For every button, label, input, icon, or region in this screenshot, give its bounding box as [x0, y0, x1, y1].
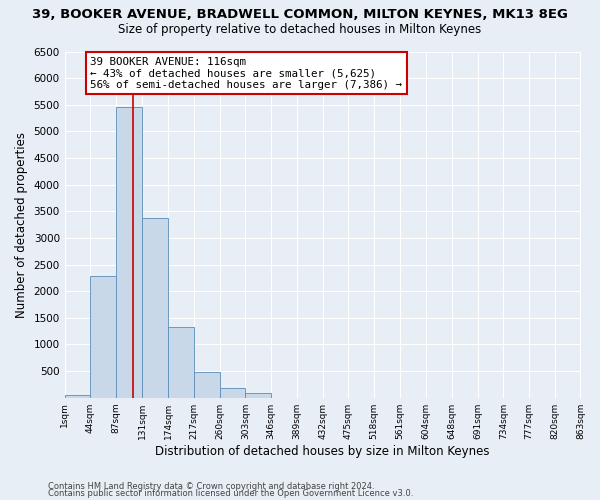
Text: Contains HM Land Registry data © Crown copyright and database right 2024.: Contains HM Land Registry data © Crown c… [48, 482, 374, 491]
Bar [91, 276, 116, 398]
Text: 39, BOOKER AVENUE, BRADWELL COMMON, MILTON KEYNES, MK13 8EG: 39, BOOKER AVENUE, BRADWELL COMMON, MILT… [32, 8, 568, 20]
Bar [194, 372, 220, 398]
Y-axis label: Number of detached properties: Number of detached properties [15, 132, 28, 318]
Bar [65, 394, 91, 398]
X-axis label: Distribution of detached houses by size in Milton Keynes: Distribution of detached houses by size … [155, 444, 490, 458]
Bar [142, 218, 168, 398]
Bar [245, 394, 271, 398]
Text: Contains public sector information licensed under the Open Government Licence v3: Contains public sector information licen… [48, 488, 413, 498]
Text: Size of property relative to detached houses in Milton Keynes: Size of property relative to detached ho… [118, 22, 482, 36]
Text: 39 BOOKER AVENUE: 116sqm
← 43% of detached houses are smaller (5,625)
56% of sem: 39 BOOKER AVENUE: 116sqm ← 43% of detach… [91, 57, 403, 90]
Bar [220, 388, 245, 398]
Bar [116, 108, 142, 398]
Bar [168, 327, 194, 398]
